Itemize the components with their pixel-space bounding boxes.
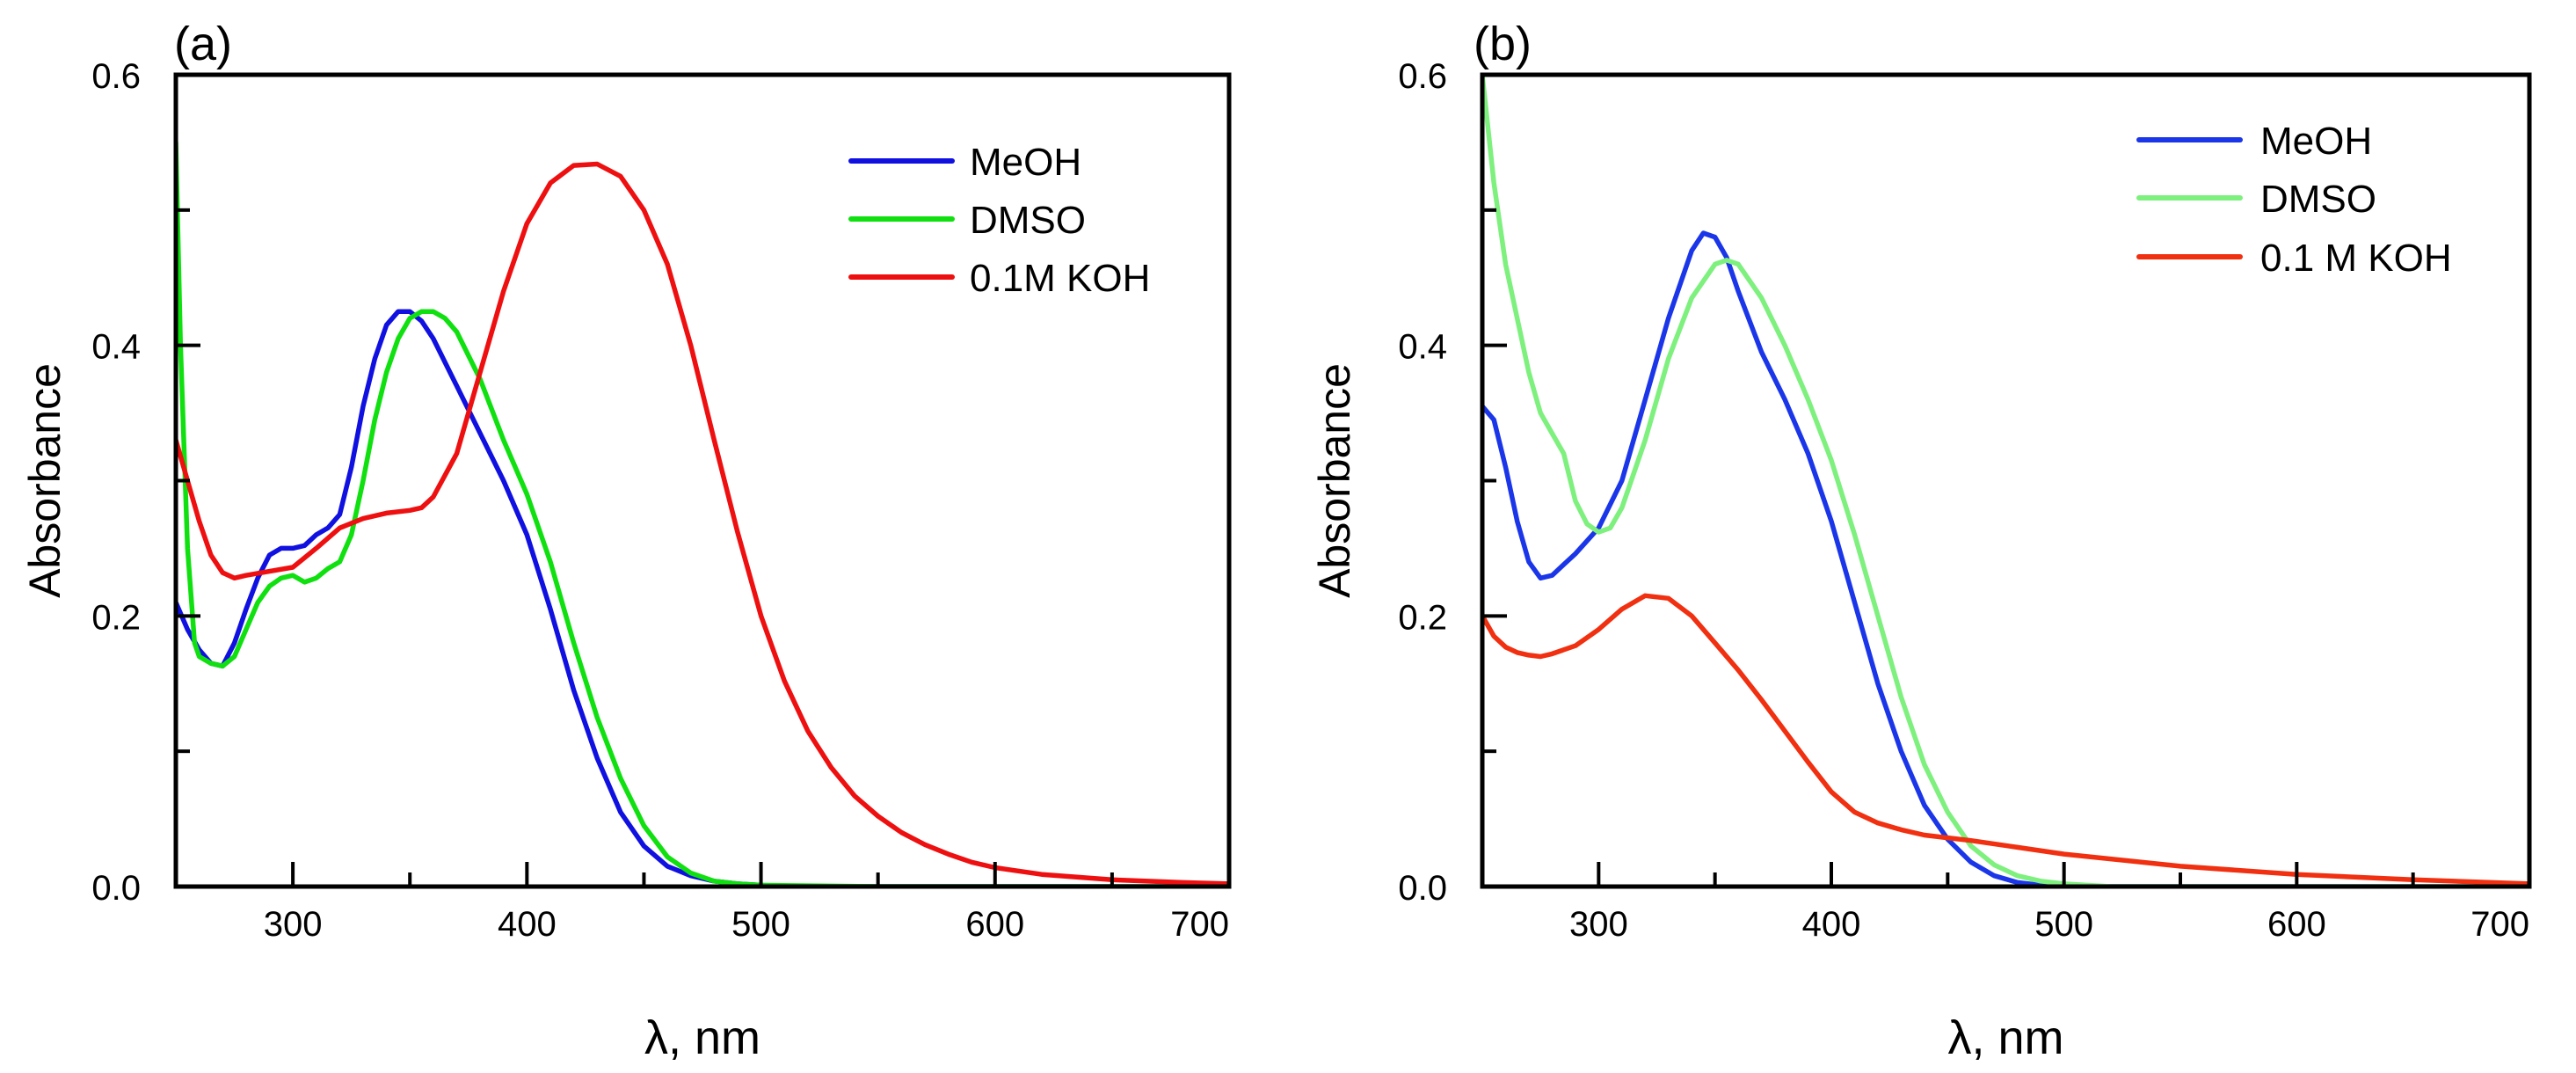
x-tick-label: 300 [264,905,323,944]
x-tick-label: 500 [731,905,790,944]
series-line-meoh [1482,230,2529,887]
y-tick-label: 0.4 [1398,328,1447,367]
x-tick-label: 500 [2034,905,2093,944]
series-line-dmso [176,140,1229,887]
legend-label: DMSO [2260,178,2376,221]
legend-label: MeOH [970,141,1081,184]
x-tick-label: 400 [1802,905,1861,944]
x-tick-label: 600 [2267,905,2326,944]
y-axis-label: Absorbance [20,363,69,598]
x-tick-label: 700 [1170,905,1229,944]
legend-label: MeOH [2260,120,2372,163]
y-tick-label: 0.2 [91,598,141,637]
y-tick-label: 0.4 [91,328,141,367]
y-axis-label: Absorbance [1310,363,1359,598]
y-tick-label: 0.6 [91,57,141,96]
x-axis-label: λ, nm [1947,1011,2063,1064]
panel-label: (a) [174,18,232,70]
series-line-0-1-m-koh [1482,593,2529,887]
x-tick-label: 700 [2470,905,2529,944]
legend-label: DMSO [970,199,1086,242]
legend-label: 0.1 M KOH [2260,237,2452,280]
legend-label: 0.1M KOH [970,257,1150,300]
panel-b: 300 400 500 600 700 0.0 0.2 0.4 0.6 Absorbance λ, … [1310,18,2532,1064]
y-tick-label: 0.0 [91,869,141,908]
series-line-dmso [1482,75,2529,887]
x-axis-label: λ, nm [644,1011,760,1064]
series-line-0-1m-koh [176,161,1229,887]
plot-frame [173,72,1232,889]
x-tick-label: 300 [1569,905,1628,944]
x-tick-label: 600 [965,905,1024,944]
y-tick-label: 0.2 [1398,598,1447,637]
y-tick-label: 0.0 [1398,869,1447,908]
panel-a: 300 400 500 600 700 0.0 0.2 0.4 0.6 Absorbance λ, … [20,18,1232,1064]
panel-label: (b) [1474,18,1532,70]
x-tick-label: 400 [498,905,557,944]
y-tick-label: 0.6 [1398,57,1447,96]
